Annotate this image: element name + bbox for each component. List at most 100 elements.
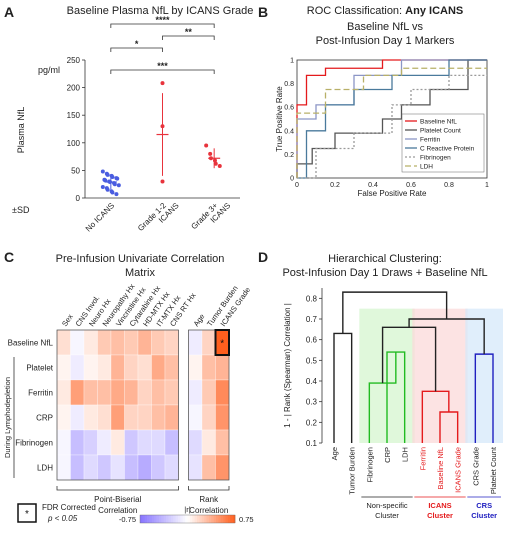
panel-c-colorbar-label: |r| (184, 505, 190, 514)
panel-c-row-label: LDH (37, 464, 53, 473)
panel-c-heatmap-cell (188, 379, 203, 406)
panel-c-colorbar-step (156, 515, 160, 523)
panel-c-colorbar-step (208, 515, 212, 523)
panel-b-ytick-label: 0 (290, 176, 294, 183)
panel-a-ytick-label: 0 (76, 194, 81, 203)
panel-c-colorbar-step (216, 515, 219, 523)
panel-b-ytick-label: 0.2 (284, 152, 294, 159)
panel-c-row-label: Baseline NfL (8, 339, 54, 348)
panel-d-dendrogram: Hierarchical Clustering: Post-Infusion Da… (282, 253, 503, 520)
panel-c-heatmap-cell (215, 404, 230, 431)
panel-letter-b: B (258, 4, 268, 20)
panel-c-colorbar-step (194, 515, 198, 523)
panel-b-subtitle: Post-Infusion Day 1 Markers (316, 35, 455, 47)
panel-a-point (204, 143, 209, 148)
panel-c-heatmap-cell (164, 379, 179, 406)
panel-d-cluster-label: ICANS (428, 501, 451, 510)
panel-c-heatmap-cell (56, 429, 71, 456)
panel-b-ytick-label: 1 (290, 58, 294, 65)
panel-c-heatmap-cell (137, 454, 152, 481)
panel-b-title: ROC Classification: Any ICANS (307, 5, 463, 17)
panel-d-cluster-label: Cluster (427, 511, 453, 520)
panel-c-heatmap-cell (110, 329, 125, 356)
panel-d-leaf-label: CRP (383, 447, 392, 463)
panel-a-point (208, 151, 213, 156)
panel-c-heatmap-cell (151, 354, 166, 381)
panel-c-colorbar-step (166, 515, 169, 523)
panel-a-point (160, 179, 165, 184)
panel-c-legend-text: p < 0.05 (47, 514, 78, 523)
panel-c-colorbar-step (168, 515, 172, 523)
panel-a-point (112, 182, 117, 187)
panel-a-point (213, 161, 218, 166)
panel-c-colorbar-step (206, 515, 210, 523)
panel-c-heatmap-cell (70, 429, 85, 456)
panel-a-sig-bracket (110, 23, 215, 28)
panel-c-heatmap-cell (151, 454, 166, 481)
panel-d-leaf-label: Tumor Burden (348, 447, 357, 495)
panel-c-sig-marker: * (220, 339, 224, 350)
panel-b-roc-curve (296, 59, 487, 178)
panel-a-ytick-label: 200 (67, 84, 81, 93)
panel-d-leaf-label: Platelet Count (489, 446, 498, 494)
panel-c-colorbar-min: -0.75 (119, 515, 136, 524)
panel-c-colorbar-step (159, 515, 162, 523)
panel-c-colorbar-step (163, 515, 167, 523)
panel-c-rank-frame (188, 329, 230, 481)
panel-c-pb-label: Point-Biserial (94, 495, 141, 504)
panel-c-colorbar-step (230, 515, 233, 523)
panel-c-heatmap-cell (70, 329, 85, 356)
panel-c-heatmap-cell (56, 379, 71, 406)
panel-c-heatmap-cell (124, 329, 139, 356)
panel-c-rank-label: Rank (199, 495, 219, 504)
panel-c-colorbar-step (199, 515, 203, 523)
panel-c-heatmap-cell (201, 379, 216, 406)
panel-b-legend-label: Platelet Count (420, 128, 461, 135)
panel-c-colorbar-step (173, 515, 176, 523)
panel-d-ytick-label: 0.5 (306, 356, 318, 365)
panel-c-heatmap-cell (164, 329, 179, 356)
panel-a-ylabel: Plasma NfL (16, 107, 26, 154)
panel-c-pb-label: Correlation (98, 506, 137, 515)
panel-d-dendrogram-link (333, 332, 353, 443)
panel-a-point (217, 163, 222, 168)
panel-b-legend-label: Baseline NfL (420, 119, 457, 126)
panel-c-legend-box (17, 503, 37, 523)
panel-a-ytick-label: 100 (67, 139, 81, 148)
panel-c-heatmap-cell (137, 329, 152, 356)
panel-c-colorbar-step (144, 515, 148, 523)
panel-a-sig-bracket (162, 35, 215, 40)
panel-c-heatmap-cell (151, 329, 166, 356)
panel-c-heatmap-cell (164, 404, 179, 431)
panel-a-point (103, 178, 108, 183)
panel-c-heatmap-cell (110, 404, 125, 431)
panel-a-point (100, 184, 105, 189)
panel-c-row-group-label: During Lymphodepletion (3, 377, 12, 458)
panel-b-xtick-label: 0 (295, 182, 299, 189)
panel-a-point (110, 190, 115, 195)
panel-c-legend-marker: * (25, 509, 29, 520)
panel-a-point (100, 169, 105, 174)
panel-c-heatmap-cell (56, 329, 71, 356)
panel-c-heatmap-cell (83, 354, 98, 381)
panel-c-heatmap-cell (215, 429, 230, 456)
panel-c-heatmap-cell (137, 379, 152, 406)
panel-a-sig-bracket (110, 47, 163, 52)
panel-c-rank-label: Correlation (189, 506, 228, 515)
panel-c-heatmap-cell (97, 329, 112, 356)
panel-a-xtick-line: No ICANS (84, 201, 116, 233)
panel-d-cluster-label: Non-specific (366, 501, 408, 510)
panel-b-xtick-label: 0.6 (406, 182, 416, 189)
panel-a-sig-bracket (110, 69, 215, 74)
panel-a-unit: pg/ml (38, 65, 60, 75)
panel-c-heatmap-cell (97, 354, 112, 381)
panel-c-heatmap-cell (151, 429, 166, 456)
panel-d-ytick-label: 0.8 (306, 294, 318, 303)
panel-b-ytick-label: 0.6 (284, 105, 294, 112)
panel-b-legend-box (401, 113, 485, 173)
panel-c-heatmap-cell (188, 404, 203, 431)
panel-c-heatmap-cell (137, 354, 152, 381)
panel-c-colorbar-step (189, 515, 193, 523)
panel-c-pb-bracket (56, 486, 179, 491)
panel-c-heatmap-cell (70, 379, 85, 406)
